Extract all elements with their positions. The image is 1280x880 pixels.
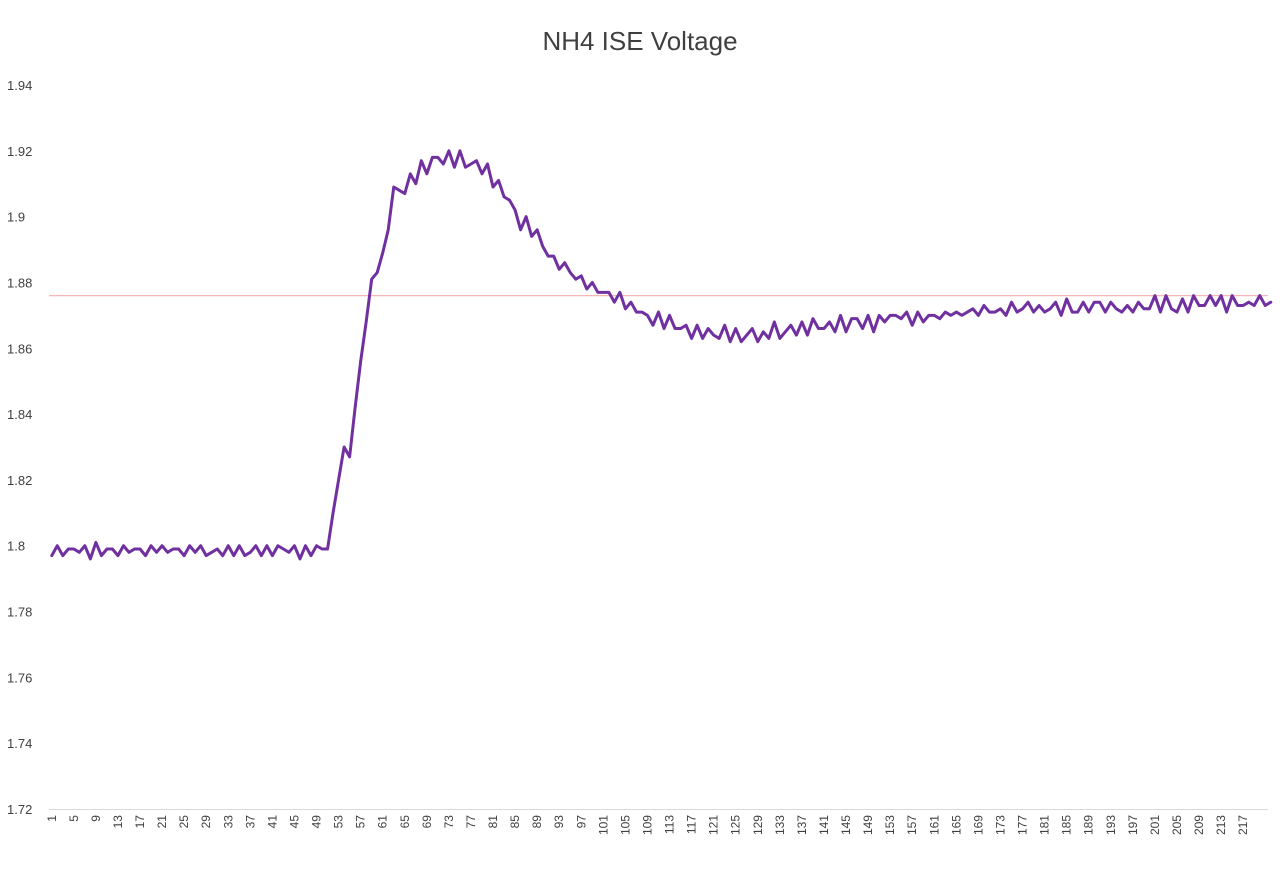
x-tick-label: 213 bbox=[1214, 815, 1228, 835]
x-tick-label: 177 bbox=[1016, 815, 1030, 835]
x-tick-label: 109 bbox=[640, 815, 654, 835]
x-tick-label: 5 bbox=[67, 815, 81, 822]
x-tick-label: 161 bbox=[927, 815, 941, 835]
y-tick-label: 1.9 bbox=[7, 210, 25, 225]
x-tick-label: 133 bbox=[773, 815, 787, 835]
x-tick-label: 193 bbox=[1104, 815, 1118, 835]
x-tick-label: 129 bbox=[751, 815, 765, 835]
x-tick-label: 33 bbox=[221, 815, 235, 829]
x-tick-label: 149 bbox=[861, 815, 875, 835]
x-tick-label: 97 bbox=[574, 815, 588, 829]
x-tick-label: 137 bbox=[795, 815, 809, 835]
x-tick-label: 13 bbox=[111, 815, 125, 829]
x-tick-label: 93 bbox=[552, 815, 566, 829]
x-tick-label: 29 bbox=[199, 815, 213, 829]
y-tick-label: 1.8 bbox=[7, 539, 25, 554]
chart-title: NH4 ISE Voltage bbox=[542, 26, 738, 56]
x-tick-label: 121 bbox=[707, 815, 721, 835]
x-tick-label: 61 bbox=[376, 815, 390, 829]
x-tick-label: 73 bbox=[442, 815, 456, 829]
x-tick-label: 185 bbox=[1060, 815, 1074, 835]
y-tick-label: 1.78 bbox=[7, 605, 32, 620]
x-tick-label: 53 bbox=[332, 815, 346, 829]
y-tick-label: 1.76 bbox=[7, 670, 32, 685]
x-tick-label: 181 bbox=[1038, 815, 1052, 835]
x-tick-label: 85 bbox=[508, 815, 522, 829]
x-tick-label: 57 bbox=[354, 815, 368, 829]
y-tick-label: 1.74 bbox=[7, 736, 32, 751]
x-tick-label: 77 bbox=[464, 815, 478, 829]
series-line-0 bbox=[50, 149, 1273, 561]
x-tick-label: 197 bbox=[1126, 815, 1140, 835]
x-tick-label: 1 bbox=[45, 815, 59, 822]
x-tick-label: 165 bbox=[949, 815, 963, 835]
x-tick-label: 145 bbox=[839, 815, 853, 835]
x-tick-label: 153 bbox=[883, 815, 897, 835]
y-tick-label: 1.88 bbox=[7, 275, 32, 290]
x-tick-label: 157 bbox=[905, 815, 919, 835]
x-tick-label: 117 bbox=[685, 815, 699, 834]
x-tick-label: 45 bbox=[287, 815, 301, 829]
x-tick-label: 69 bbox=[420, 815, 434, 829]
x-tick-label: 25 bbox=[177, 815, 191, 829]
x-tick-label: 205 bbox=[1170, 815, 1184, 835]
y-tick-label: 1.86 bbox=[7, 341, 32, 356]
x-tick-label: 201 bbox=[1148, 815, 1162, 835]
x-tick-label: 169 bbox=[971, 815, 985, 835]
y-tick-label: 1.84 bbox=[7, 407, 32, 422]
y-tick-label: 1.94 bbox=[7, 78, 32, 93]
x-tick-label: 65 bbox=[398, 815, 412, 829]
x-tick-label: 173 bbox=[993, 815, 1007, 835]
y-tick-label: 1.72 bbox=[7, 802, 32, 817]
x-tick-label: 209 bbox=[1192, 815, 1206, 835]
x-tick-label: 37 bbox=[243, 815, 257, 829]
y-tick-label: 1.92 bbox=[7, 144, 32, 159]
x-tick-label: 9 bbox=[89, 815, 103, 822]
x-tick-label: 217 bbox=[1236, 815, 1250, 835]
x-tick-label: 125 bbox=[729, 815, 743, 835]
x-tick-label: 141 bbox=[817, 815, 831, 835]
x-tick-label: 189 bbox=[1082, 815, 1096, 835]
x-tick-label: 17 bbox=[133, 815, 147, 829]
x-tick-label: 49 bbox=[310, 815, 324, 829]
x-tick-label: 101 bbox=[596, 815, 610, 835]
y-tick-label: 1.82 bbox=[7, 473, 32, 488]
x-tick-label: 21 bbox=[155, 815, 169, 829]
x-tick-label: 89 bbox=[530, 815, 544, 829]
x-tick-label: 81 bbox=[486, 815, 500, 829]
x-tick-label: 41 bbox=[265, 815, 279, 829]
x-tick-label: 105 bbox=[618, 815, 632, 835]
x-tick-label: 113 bbox=[663, 815, 677, 834]
